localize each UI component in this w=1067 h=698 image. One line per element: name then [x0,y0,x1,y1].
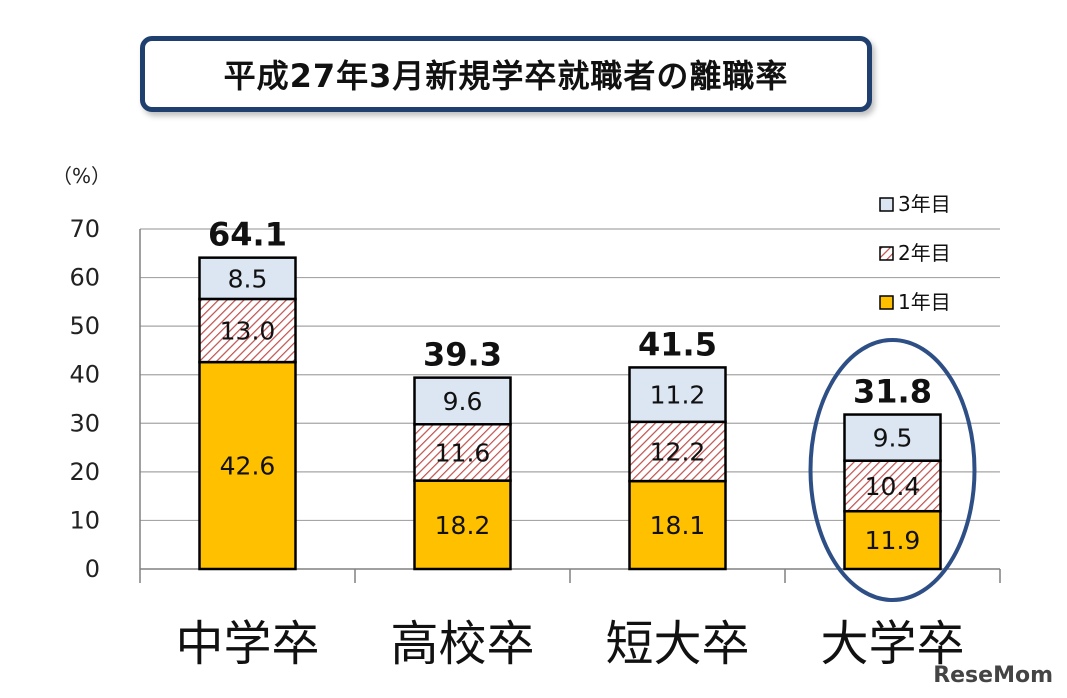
data-label: 9.5 [873,424,913,453]
bar-segment [628,479,727,571]
x-category-label: 大学卒 [820,616,964,672]
legend-swatch [879,246,894,261]
bar-segment [413,423,512,482]
legend-label: 2年目 [898,241,951,265]
y-axis-unit: （%） [52,164,111,188]
data-label: 12.2 [650,437,706,466]
watermark-logo: ReseMom [933,663,1053,688]
total-label: 64.1 [208,216,287,254]
total-label: 31.8 [853,373,932,411]
total-label: 41.5 [638,325,717,363]
data-label: 10.4 [865,472,921,501]
y-tick-label: 20 [69,458,100,486]
bar-segment [198,360,297,571]
y-tick-label: 10 [69,506,100,534]
bar-segment [843,413,942,462]
bar-segment [413,376,512,426]
data-label: 9.6 [443,387,483,416]
bar-segment [628,420,727,483]
chart-title: 平成27年3月新規学卒就職者の離職率 [223,57,789,95]
data-label: 11.9 [865,526,921,555]
legend-swatch [879,197,894,212]
x-category-label: 高校卒 [390,616,534,672]
legend-label: 1年目 [898,290,951,314]
data-label: 13.0 [220,317,276,346]
y-tick-label: 60 [69,264,100,292]
legend-label: 3年目 [898,192,951,216]
data-label: 18.2 [435,511,491,540]
data-label: 42.6 [220,452,276,481]
data-label: 18.1 [650,511,706,540]
y-tick-label: 30 [69,409,100,437]
total-label: 39.3 [423,336,502,374]
legend-swatch [879,295,894,310]
data-label: 11.2 [650,381,706,410]
bar-segment [198,256,297,301]
chart-title-box: 平成27年3月新規学卒就職者の離職率 [140,36,872,112]
y-tick-label: 40 [69,361,100,389]
highlight-ellipse [808,338,977,602]
bar-segment [628,366,727,424]
x-category-label: 中学卒 [175,616,319,672]
y-tick-label: 70 [69,215,100,243]
data-label: 11.6 [435,438,491,467]
y-tick-label: 50 [69,312,100,340]
y-tick-label: 0 [85,555,100,583]
data-label: 8.5 [228,264,268,293]
bar-segment [843,509,942,571]
bar-segment [413,479,512,571]
bar-segment [198,297,297,364]
x-category-label: 短大卒 [605,616,749,672]
